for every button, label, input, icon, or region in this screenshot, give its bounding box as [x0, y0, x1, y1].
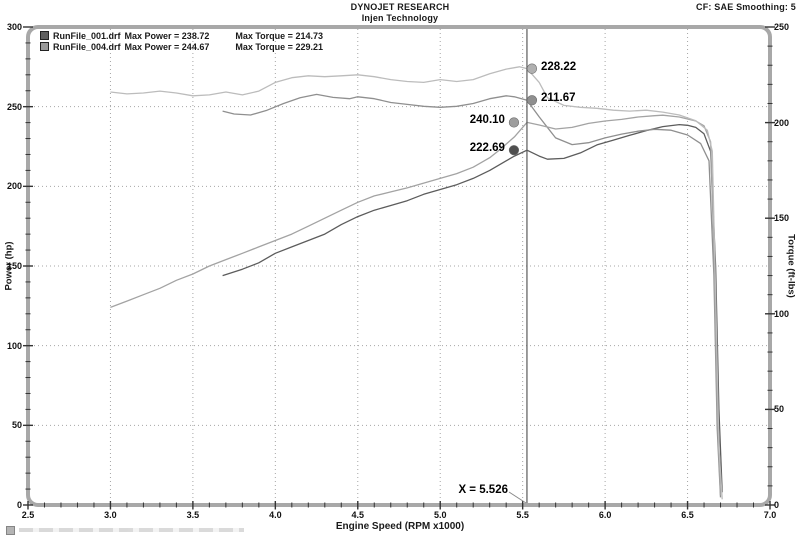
cursor-value-marker — [508, 145, 520, 156]
right-axis-title: Torque (ft-lbs) — [785, 234, 797, 298]
x-tick-label: 6.0 — [598, 510, 612, 520]
cropped-text-smudge — [19, 528, 244, 532]
cursor-label-callout-line — [508, 491, 527, 504]
correction-smoothing-setting: CF: SAE Smoothing: 5 — [696, 2, 796, 12]
cursor-value-label: 222.69 — [469, 142, 505, 155]
app-title: DYNOJET RESEARCH — [350, 2, 450, 12]
x-tick-label: 3.5 — [186, 510, 200, 520]
legend-file-name: RunFile_001.drf — [53, 30, 121, 41]
x-axis-title: Engine Speed (RPM x1000) — [335, 521, 465, 532]
x-tick-label: 3.0 — [104, 510, 117, 520]
left-tick-label: 300 — [6, 22, 22, 32]
right-tick-label: 50 — [774, 404, 785, 415]
cursor-value-marker — [526, 63, 538, 74]
curve-runfile-004-drf-torque — [110, 66, 723, 500]
curve-runfile-004-drf-power — [110, 114, 722, 496]
legend: RunFile_001.drf Max Power = 238.72 Max T… — [40, 30, 323, 52]
left-tick-label: 0 — [16, 500, 22, 510]
legend-row-runfile-004[interactable]: RunFile_004.drf Max Power = 244.67 Max T… — [40, 41, 323, 52]
x-tick-label: 4.0 — [269, 510, 282, 520]
x-tick-label: 5.0 — [433, 510, 447, 520]
legend-max-power: Max Power = 238.72 — [124, 30, 210, 41]
cursor-value-marker — [508, 117, 520, 128]
right-tick-label: 150 — [774, 213, 790, 224]
left-axis-title: Power (hp) — [3, 241, 15, 291]
legend-max-power: Max Power = 244.67 — [124, 41, 210, 52]
legend-max-torque: Max Torque = 214.73 — [235, 30, 323, 41]
cropped-legend-row — [6, 524, 244, 535]
left-tick-label: 150 — [6, 261, 22, 271]
cursor-value-label: 211.67 — [540, 92, 576, 105]
left-tick-label: 200 — [6, 181, 22, 192]
x-tick-label: 2.5 — [21, 510, 35, 520]
cursor-x-readout: X = 5.526 — [458, 484, 508, 496]
left-tick-label: 250 — [6, 101, 22, 112]
legend-max-torque: Max Torque = 229.21 — [235, 41, 323, 52]
runfile-001-swatch-icon — [40, 31, 49, 40]
legend-file-name: RunFile_004.drf — [53, 41, 121, 52]
cursor-value-label: 228.22 — [540, 60, 577, 73]
curve-runfile-001-drf-torque — [222, 93, 722, 498]
x-tick-label: 5.5 — [516, 510, 529, 520]
curve-runfile-001-drf-power — [222, 123, 723, 493]
chart-subtitle: Injen Technology — [361, 13, 439, 23]
cropped-swatch-icon — [6, 526, 15, 535]
left-tick-label: 100 — [6, 340, 22, 351]
right-tick-label: 0 — [774, 500, 780, 510]
right-tick-label: 250 — [774, 22, 790, 32]
legend-row-runfile-001[interactable]: RunFile_001.drf Max Power = 238.72 Max T… — [40, 30, 323, 41]
right-tick-label: 200 — [774, 117, 790, 128]
left-tick-label: 50 — [11, 420, 22, 431]
x-tick-label: 4.5 — [351, 510, 365, 520]
cursor-value-marker — [526, 95, 538, 106]
runfile-004-swatch-icon — [40, 42, 49, 51]
x-tick-label: 6.5 — [681, 510, 694, 520]
cursor-value-label: 240.10 — [469, 114, 505, 127]
right-tick-label: 100 — [774, 308, 790, 319]
x-tick-label: 7.0 — [763, 510, 777, 520]
